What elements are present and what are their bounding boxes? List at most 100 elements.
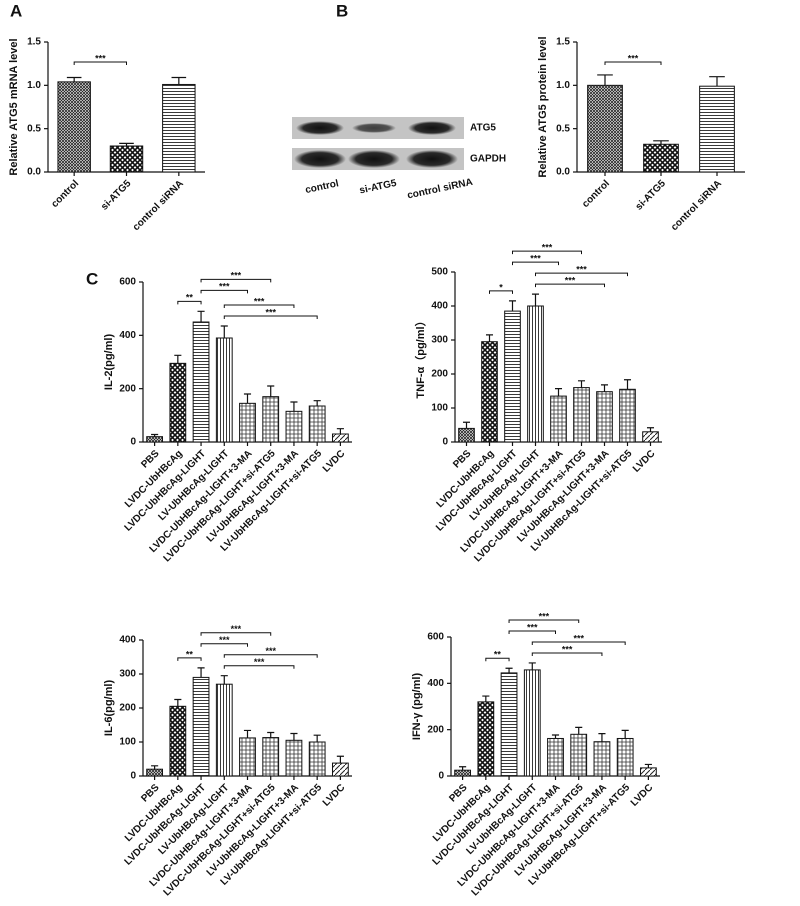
significance-bracket: [489, 290, 513, 294]
error-bar: [505, 667, 513, 673]
y-tick-label: 1.5: [556, 37, 570, 48]
significance-label: ***: [265, 646, 276, 656]
y-tick-label: 0.5: [27, 123, 41, 134]
y-tick-label: 0: [438, 771, 444, 782]
bar: [523, 669, 541, 777]
y-tick-label: 0: [442, 437, 448, 448]
y-tick-label: 0.0: [556, 167, 570, 178]
error-bar: [551, 734, 560, 739]
y-tick-label: 600: [119, 277, 136, 288]
error-bar: [482, 695, 490, 702]
bar: [308, 405, 326, 443]
bar: [596, 391, 613, 443]
y-tick-label: 1.0: [27, 80, 41, 91]
bar: [643, 143, 679, 173]
y-tick-label: 400: [431, 301, 448, 312]
error-bar: [197, 310, 205, 322]
bar: [285, 410, 303, 443]
significance-bracket: [73, 61, 127, 65]
significance-label: **: [186, 649, 194, 659]
significance-label: ***: [573, 633, 584, 643]
error-bar: [531, 293, 540, 306]
significance-label: *: [499, 282, 503, 292]
significance-label: ***: [265, 307, 276, 317]
error-bar: [220, 675, 228, 685]
significance-label: ***: [231, 271, 242, 281]
significance-bracket: [200, 289, 248, 294]
error-bar: [653, 140, 669, 145]
significance-label: ***: [254, 296, 265, 306]
bar: [162, 83, 196, 173]
blot-band: [348, 150, 400, 168]
blot-band: [406, 150, 458, 168]
y-tick-label: 300: [119, 669, 136, 680]
error-bar: [66, 76, 82, 82]
y-tick-label: 200: [431, 369, 448, 380]
significance-bracket: [200, 632, 272, 636]
bar: [570, 733, 588, 777]
bar: [619, 388, 636, 443]
panel-label: C: [86, 269, 98, 288]
y-tick-label: 1.5: [27, 37, 41, 48]
significance-label: **: [494, 650, 502, 660]
error-bar: [598, 733, 606, 742]
bar: [57, 81, 91, 173]
y-tick-label: 100: [431, 403, 448, 414]
error-bar: [174, 354, 182, 364]
error-bar: [709, 76, 725, 87]
bar: [527, 305, 544, 443]
bar: [215, 337, 233, 443]
bar: [331, 433, 349, 443]
error-bar: [336, 428, 344, 434]
error-bar: [600, 384, 609, 392]
significance-bracket: [531, 641, 626, 645]
significance-label: ***: [628, 53, 639, 63]
y-tick-label: 300: [431, 335, 448, 346]
bar: [331, 762, 349, 777]
blot-band: [352, 123, 396, 133]
significance-bracket: [604, 61, 662, 65]
significance-label: ***: [95, 53, 106, 63]
error-bar: [462, 421, 471, 429]
bar: [639, 767, 657, 777]
bar: [699, 85, 735, 173]
significance-bracket: [508, 630, 556, 634]
error-bar: [313, 400, 321, 406]
y-tick-label: 100: [119, 737, 136, 748]
significance-bracket: [512, 261, 559, 266]
y-axis-title: Relative ATG5 mRNA level: [8, 38, 20, 175]
significance-bracket: [531, 652, 603, 656]
bar: [593, 741, 611, 777]
bar: [146, 436, 164, 443]
significance-bracket: [508, 619, 580, 623]
significance-bracket: [512, 250, 582, 255]
error-bar: [171, 76, 187, 85]
error-bar: [575, 726, 583, 735]
significance-bracket: [223, 304, 295, 308]
significance-bracket: [177, 300, 202, 305]
bar: [239, 402, 256, 443]
y-tick-label: 1.0: [556, 80, 570, 91]
y-tick-label: 0.0: [27, 167, 41, 178]
error-bar: [243, 729, 252, 738]
bar: [285, 739, 303, 777]
error-bar: [119, 142, 134, 146]
bar: [587, 84, 623, 173]
bar: [192, 676, 210, 777]
significance-label: ***: [254, 657, 265, 667]
significance-label: ***: [542, 242, 553, 252]
significance-label: ***: [530, 253, 541, 263]
bar: [573, 387, 590, 443]
bar: [308, 741, 326, 777]
y-axis-title: TNF-α（pg/ml）: [414, 315, 427, 398]
error-bar: [508, 300, 517, 312]
significance-label: ***: [565, 275, 576, 285]
bar: [642, 431, 659, 443]
y-tick-label: 200: [427, 724, 444, 735]
y-axis-title: IFN-γ (pg/ml): [411, 673, 423, 741]
significance-label: ***: [219, 635, 230, 645]
band-label: GAPDH: [470, 154, 506, 165]
significance-bracket: [200, 278, 272, 283]
bar: [169, 362, 187, 443]
band-label: ATG5: [470, 123, 496, 134]
